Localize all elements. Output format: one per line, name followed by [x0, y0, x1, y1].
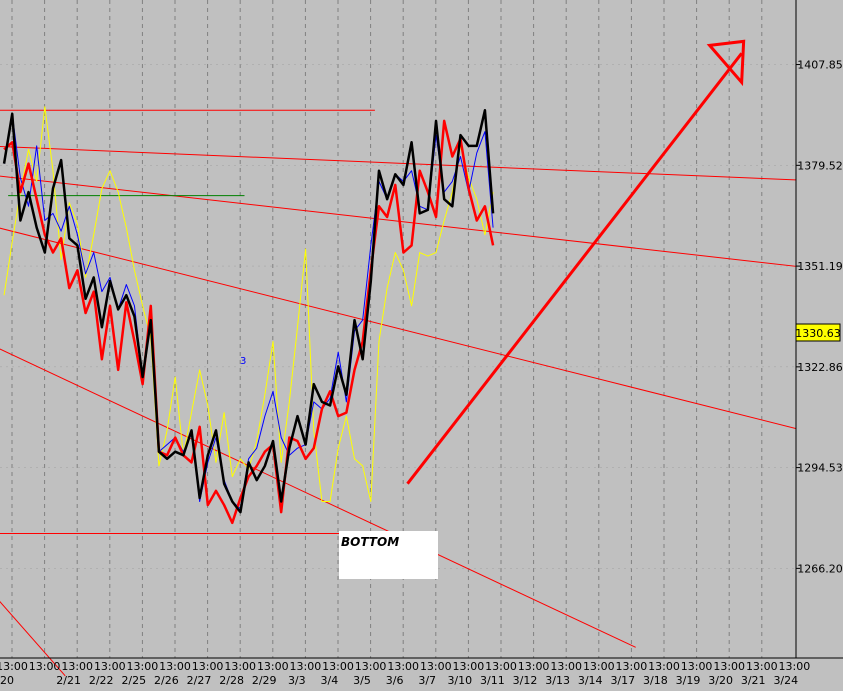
- y-tick-label: 1379.52: [797, 159, 843, 172]
- x-tick-time: 13:00: [746, 660, 778, 673]
- trend-line: [0, 348, 636, 648]
- x-tick-time: 13:00: [550, 660, 582, 673]
- x-tick-time: 13:00: [224, 660, 256, 673]
- marker-label: 3: [240, 356, 246, 367]
- trend-line: [0, 601, 66, 677]
- x-tick-time: 13:00: [29, 660, 61, 673]
- series-layer: [2, 106, 495, 525]
- x-tick-time: 13:00: [420, 660, 452, 673]
- x-tick-date: 3/13: [545, 674, 570, 687]
- x-tick-date: 2/26: [154, 674, 179, 687]
- x-tick-date: 3/14: [578, 674, 603, 687]
- x-tick-time: 13:00: [453, 660, 485, 673]
- x-tick-time: 13:00: [648, 660, 680, 673]
- x-tick-date: 3/17: [610, 674, 635, 687]
- trend-line: [0, 175, 832, 271]
- y-tick-label: 1266.20: [797, 562, 843, 575]
- current-price-box: [795, 323, 841, 342]
- series-line: [3, 113, 494, 510]
- x-tick-date: 3/7: [418, 674, 436, 687]
- x-tick-date: 3/5: [353, 674, 371, 687]
- x-tick-time: 13:00: [127, 660, 159, 673]
- x-tick-time: 13:00: [61, 660, 93, 673]
- x-tick-time: 13:00: [355, 660, 387, 673]
- x-tick-date: 3/24: [773, 674, 798, 687]
- x-tick-date: 3/18: [643, 674, 668, 687]
- x-tick-date: 3/10: [447, 674, 472, 687]
- y-tick-label: 1294.53: [797, 462, 843, 475]
- x-tick-time: 13:00: [94, 660, 126, 673]
- x-tick-time: 13:00: [192, 660, 224, 673]
- current-price-value: 1330.63: [795, 327, 841, 340]
- x-tick-date: 3/21: [741, 674, 766, 687]
- grid: [0, 0, 796, 658]
- x-tick-date: 3/4: [321, 674, 339, 687]
- current-price-tag: 1330.63: [795, 323, 841, 342]
- x-tick-date: 20: [0, 674, 14, 687]
- x-tick-date: 2/22: [89, 674, 114, 687]
- x-tick-date: 2/27: [187, 674, 212, 687]
- x-tick-date: 3/6: [386, 674, 404, 687]
- y-tick-label: 1407.85: [797, 59, 843, 72]
- x-tick-time: 13:00: [616, 660, 648, 673]
- x-tick-labels: 13:0013:0013:0013:0013:0013:0013:0013:00…: [0, 660, 810, 687]
- arrow-shaft: [406, 52, 743, 485]
- arrow-head: [706, 39, 746, 87]
- x-tick-date: 3/11: [480, 674, 505, 687]
- x-tick-date: 2/25: [121, 674, 146, 687]
- x-tick-date: 2/29: [252, 674, 277, 687]
- y-tick-label: 1322.86: [797, 361, 843, 374]
- series-line: [3, 119, 495, 525]
- x-tick-time: 13:00: [0, 660, 28, 673]
- x-tick-time: 13:00: [583, 660, 615, 673]
- x-tick-date: 3/20: [708, 674, 733, 687]
- x-tick-time: 13:00: [485, 660, 517, 673]
- y-tick-labels: 1407.85 1379.52 1351.19 1322.86 1294.53 1266.…: [796, 59, 843, 575]
- x-tick-time: 13:00: [290, 660, 322, 673]
- x-tick-time: 13:00: [257, 660, 289, 673]
- x-tick-date: 2/21: [56, 674, 81, 687]
- x-tick-time: 13:00: [387, 660, 419, 673]
- bottom-label-box: [339, 531, 438, 579]
- x-tick-time: 13:00: [681, 660, 713, 673]
- x-tick-time: 13:00: [713, 660, 745, 673]
- bottom-label: BOTTOM: [341, 535, 399, 549]
- x-tick-date: 3/12: [513, 674, 538, 687]
- series-line: [2, 109, 495, 514]
- annotation-arrow: [406, 39, 746, 485]
- x-tick-time: 13:00: [159, 660, 191, 673]
- annotation-layer: BOTTOM 3: [240, 356, 438, 579]
- x-tick-date: 3/3: [288, 674, 306, 687]
- trend-line: [0, 227, 832, 438]
- x-tick-date: 3/19: [676, 674, 701, 687]
- x-tick-time: 13:00: [779, 660, 811, 673]
- x-tick-date: 2/28: [219, 674, 244, 687]
- x-tick-time: 13:00: [322, 660, 354, 673]
- x-tick-time: 13:00: [518, 660, 550, 673]
- y-tick-label: 1351.19: [797, 260, 843, 273]
